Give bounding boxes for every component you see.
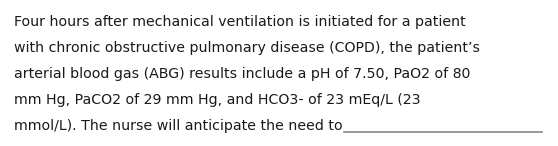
Text: with chronic obstructive pulmonary disease (COPD), the patient’s: with chronic obstructive pulmonary disea… (14, 41, 480, 55)
Text: mmol/L). The nurse will anticipate the need to: mmol/L). The nurse will anticipate the n… (14, 119, 347, 133)
Text: arterial blood gas (ABG) results include a pH of 7.50, PaO2 of 80: arterial blood gas (ABG) results include… (14, 67, 470, 81)
Text: Four hours after mechanical ventilation is initiated for a patient: Four hours after mechanical ventilation … (14, 15, 466, 29)
Text: mm Hg, PaCO2 of 29 mm Hg, and HCO3- of 23 mEq/L (23: mm Hg, PaCO2 of 29 mm Hg, and HCO3- of 2… (14, 93, 421, 107)
